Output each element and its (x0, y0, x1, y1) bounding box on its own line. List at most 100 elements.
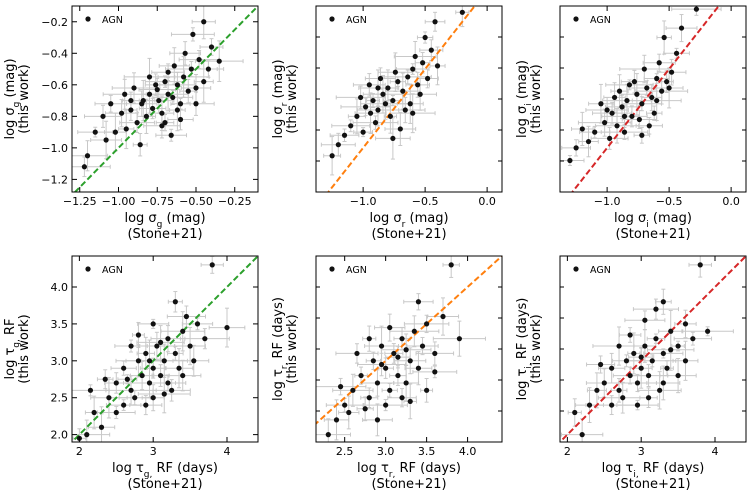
data-point (156, 97, 162, 104)
data-point (392, 69, 398, 75)
data-point (609, 110, 615, 116)
data-point (216, 58, 222, 64)
legend-marker (329, 266, 335, 272)
data-point (143, 350, 149, 357)
data-point (645, 395, 652, 401)
data-point (653, 336, 659, 342)
x-tick-label: 2 (564, 445, 571, 458)
legend-label: AGN (346, 265, 367, 276)
data-point (661, 34, 667, 41)
data-point (586, 402, 593, 408)
y-axis-source: (this work) (285, 314, 300, 383)
data-point (135, 332, 142, 338)
data-point (128, 97, 134, 104)
plot-area (72, 6, 258, 192)
legend-marker (85, 266, 91, 272)
data-point (131, 85, 137, 91)
data-point (375, 107, 381, 113)
data-point (157, 372, 164, 379)
legend: AGN (573, 15, 611, 26)
data-point (399, 395, 405, 401)
legend-marker (85, 16, 91, 22)
one-to-one-line (72, 256, 258, 442)
data-point (624, 97, 630, 104)
x-tick-label: 3 (150, 445, 157, 458)
data-point (134, 120, 140, 126)
plot-area (560, 6, 722, 192)
data-point (631, 350, 637, 357)
data-point (181, 74, 187, 80)
data-point (621, 113, 628, 119)
data-point (424, 321, 430, 327)
data-point (620, 395, 626, 401)
error-bar (420, 377, 434, 403)
data-point (675, 343, 681, 349)
data-point (621, 129, 628, 135)
data-point (642, 343, 648, 349)
data-point (407, 398, 413, 405)
data-point (202, 336, 208, 342)
data-point (649, 94, 655, 101)
data-point (137, 142, 143, 148)
data-point (434, 63, 441, 69)
data-point (180, 328, 186, 334)
plot-area (72, 256, 258, 442)
data-point (456, 336, 462, 342)
data-point (102, 376, 108, 382)
y-tick-label: 2.0 (51, 429, 69, 442)
data-point (656, 60, 662, 66)
x-tick-label: 4.0 (459, 445, 477, 458)
x-axis-source: (Stone+21) (615, 477, 690, 492)
plot-area (320, 6, 476, 192)
data-point (664, 365, 670, 371)
data-point (410, 110, 416, 116)
x-tick-label: −0.25 (218, 195, 252, 208)
x-axis-label: log σg (mag) (124, 211, 205, 230)
data-point (573, 145, 579, 151)
data-point (417, 91, 423, 97)
data-point (84, 432, 90, 438)
data-point (598, 101, 604, 107)
data-point (380, 91, 386, 97)
data-point (168, 132, 174, 138)
x-axis-label: log τr, RF (days) (357, 461, 461, 480)
y-tick-label: −0.2 (41, 16, 68, 29)
legend-marker (573, 16, 579, 22)
data-point (132, 395, 138, 401)
x-tick-label: 3.0 (377, 445, 395, 458)
y-axis-source: (this work) (529, 64, 544, 133)
data-point (682, 358, 689, 364)
data-point (191, 358, 197, 364)
x-axis-source: (Stone+21) (127, 227, 202, 242)
data-point (642, 317, 648, 323)
data-point (682, 321, 689, 327)
y-axis-label: log σi (mag) (515, 60, 534, 138)
data-point (405, 74, 411, 80)
data-point (170, 94, 176, 101)
x-tick-label: −0.5 (656, 195, 683, 208)
x-tick-label: 4 (712, 445, 719, 458)
data-point (585, 138, 592, 145)
data-point (668, 328, 674, 334)
one-to-one-line (73, 6, 258, 192)
data-point (597, 361, 604, 368)
data-point (668, 347, 674, 353)
data-point (609, 365, 615, 371)
data-point (651, 110, 657, 116)
data-point (407, 101, 413, 107)
data-point (205, 66, 211, 72)
data-point (161, 391, 167, 397)
data-point (333, 417, 340, 423)
axes-frame (71, 255, 259, 443)
data-point (641, 66, 647, 72)
data-point (172, 299, 178, 305)
data-point (360, 129, 366, 135)
data-point (654, 97, 660, 104)
data-point (92, 129, 98, 135)
data-point (103, 137, 109, 143)
data-point (150, 105, 156, 112)
data-point (639, 132, 645, 138)
legend-label: AGN (590, 265, 611, 276)
